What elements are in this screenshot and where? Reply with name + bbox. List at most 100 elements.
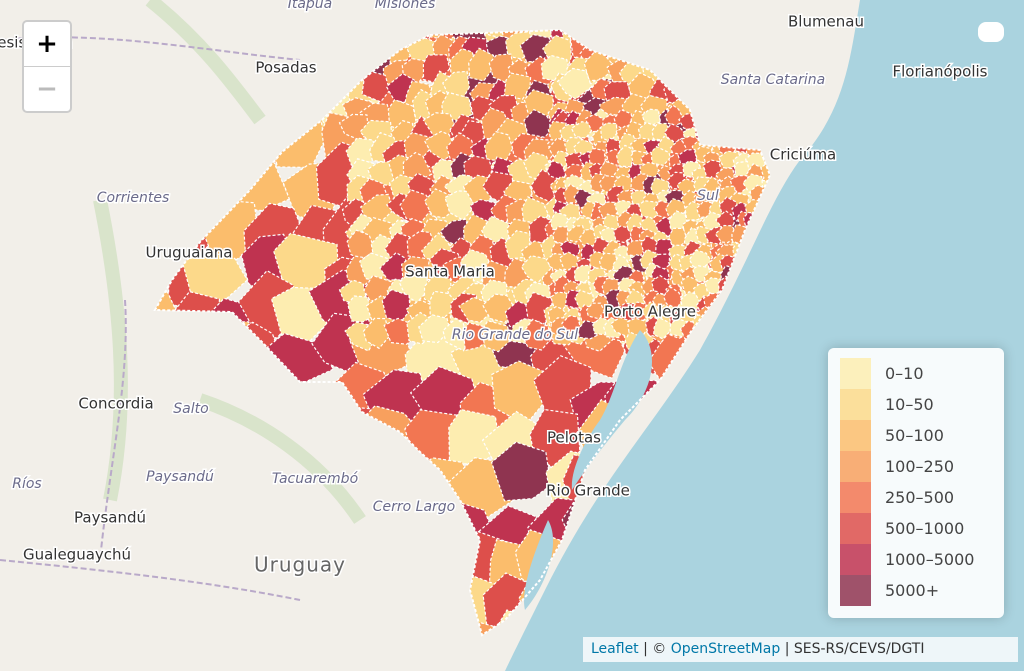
legend-label: 250–500	[885, 488, 955, 507]
legend-label: 5000+	[885, 581, 940, 600]
legend-label: 50–100	[885, 426, 944, 445]
layer-control[interactable]	[978, 22, 1004, 42]
municipality[interactable]	[463, 155, 494, 183]
municipality[interactable]	[361, 69, 391, 103]
municipality[interactable]	[483, 130, 514, 162]
municipality[interactable]	[574, 264, 592, 284]
place-label: Rio Grande	[546, 482, 630, 500]
municipality[interactable]	[662, 286, 683, 310]
zoom-out[interactable]: −	[36, 74, 58, 104]
municipality[interactable]	[585, 302, 606, 320]
legend-swatch	[840, 575, 871, 606]
legend-swatch	[840, 482, 871, 513]
municipality[interactable]	[570, 121, 593, 139]
legend-item: 50–100	[840, 420, 944, 451]
legend-swatch	[840, 544, 871, 575]
legend-item: 10–50	[840, 389, 934, 420]
municipality[interactable]	[422, 112, 456, 138]
legend-swatch	[840, 451, 871, 482]
municipality[interactable]	[468, 47, 496, 82]
municipality[interactable]	[359, 193, 394, 224]
municipality[interactable]	[488, 53, 515, 84]
attribution-text: | ©	[643, 641, 667, 657]
vegetation	[93, 0, 366, 524]
municipality[interactable]	[561, 315, 582, 334]
legend-label: 0–10	[885, 364, 924, 383]
municipality[interactable]	[558, 251, 581, 271]
legend: 0–10 10–50 50–100 100–250 250–500 500–1000 100…	[828, 348, 1004, 618]
place-label: Paysandú	[74, 509, 146, 527]
legend-item: 100–250	[840, 451, 954, 482]
legend-swatch	[840, 513, 871, 544]
municipality[interactable]	[462, 322, 488, 352]
attribution-text: | SES-RS/CEVS/DGTI	[784, 641, 925, 657]
municipality[interactable]	[503, 72, 532, 100]
zoom-control: + −	[22, 20, 72, 113]
municipality[interactable]	[552, 225, 571, 245]
municipality[interactable]	[444, 190, 476, 221]
legend-swatch	[840, 420, 871, 451]
osm-link[interactable]: OpenStreetMap	[670, 641, 781, 657]
municipality[interactable]	[668, 227, 689, 247]
municipality[interactable]	[480, 215, 512, 247]
legend-label: 10–50	[885, 395, 934, 414]
place-label: Rio Grande do Sul	[452, 327, 578, 343]
legend-label: 1000–5000	[885, 550, 975, 569]
legend-item: 1000–5000	[840, 544, 974, 575]
municipality[interactable]	[442, 317, 470, 352]
place-label: Porto Alegre	[604, 303, 696, 321]
place-label: Blumenau	[788, 13, 864, 31]
municipality[interactable]	[523, 108, 556, 138]
place-label: Itapúa	[288, 0, 333, 12]
municipality[interactable]	[650, 145, 672, 166]
place-label: Concordia	[78, 395, 153, 413]
municipality[interactable]	[347, 295, 374, 323]
place-label: Sul	[697, 188, 719, 204]
municipality[interactable]	[615, 302, 636, 322]
legend-swatch	[840, 389, 871, 420]
place-label: Salto	[173, 401, 208, 417]
place-label: Gualeguaychú	[23, 546, 131, 564]
place-label: Uruguay	[254, 553, 346, 577]
municipality[interactable]	[362, 317, 390, 350]
municipality[interactable]	[714, 224, 739, 244]
place-labels: ItapúaMisionesResistenciaBlumenauPosadas…	[0, 0, 989, 578]
municipality[interactable]	[663, 122, 688, 143]
municipality[interactable]	[519, 33, 553, 63]
municipality[interactable]	[399, 189, 435, 223]
place-label: Misiones	[375, 0, 436, 12]
municipality[interactable]	[422, 54, 451, 84]
zoom-in[interactable]: +	[24, 22, 70, 67]
leaflet-link[interactable]: Leaflet	[591, 641, 639, 657]
legend-swatch	[840, 358, 871, 389]
place-label: Corrientes	[97, 190, 170, 206]
legend-item: 0–10	[840, 358, 924, 389]
municipality[interactable]	[651, 274, 671, 296]
lagoa-mirim	[524, 520, 554, 610]
municipality[interactable]	[481, 319, 512, 353]
place-label: Paysandú	[146, 469, 214, 485]
place-label: Pelotas	[547, 429, 601, 447]
municipality[interactable]	[490, 441, 552, 502]
lagoa-dos-patos	[571, 330, 652, 490]
place-label: Santa Catarina	[721, 72, 825, 88]
place-label: Florianópolis	[892, 63, 987, 81]
place-label: Tacuarembó	[272, 471, 359, 487]
legend-label: 500–1000	[885, 519, 965, 538]
place-label: Ríos	[12, 476, 41, 492]
municipality[interactable]	[653, 316, 674, 340]
municipality[interactable]	[521, 318, 553, 351]
municipality[interactable]	[637, 121, 658, 144]
municipality[interactable]	[612, 225, 634, 244]
municipality[interactable]	[442, 70, 471, 101]
municipality[interactable]	[556, 67, 593, 100]
legend-item: 250–500	[840, 482, 954, 513]
place-label: Criciúma	[770, 146, 837, 164]
municipality[interactable]	[550, 291, 570, 311]
municipality[interactable]	[637, 200, 661, 220]
place-label: Cerro Largo	[373, 499, 456, 515]
municipality[interactable]	[418, 314, 451, 344]
municipality[interactable]	[402, 151, 433, 182]
